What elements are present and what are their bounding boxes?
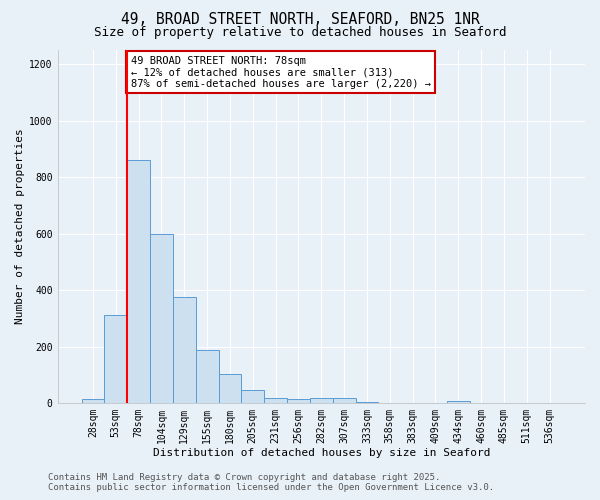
Bar — [241, 390, 264, 403]
Bar — [447, 401, 470, 403]
Bar — [218, 374, 241, 403]
Bar — [264, 398, 287, 403]
Bar — [150, 234, 173, 403]
Text: 49 BROAD STREET NORTH: 78sqm
← 12% of detached houses are smaller (313)
87% of s: 49 BROAD STREET NORTH: 78sqm ← 12% of de… — [131, 56, 431, 89]
Bar — [287, 399, 310, 403]
Bar — [127, 160, 150, 403]
Bar — [310, 398, 332, 403]
X-axis label: Distribution of detached houses by size in Seaford: Distribution of detached houses by size … — [152, 448, 490, 458]
Bar — [104, 315, 127, 403]
Bar — [173, 298, 196, 403]
Text: Contains HM Land Registry data © Crown copyright and database right 2025.
Contai: Contains HM Land Registry data © Crown c… — [48, 473, 494, 492]
Y-axis label: Number of detached properties: Number of detached properties — [15, 128, 25, 324]
Text: 49, BROAD STREET NORTH, SEAFORD, BN25 1NR: 49, BROAD STREET NORTH, SEAFORD, BN25 1N… — [121, 12, 479, 28]
Bar — [82, 399, 104, 403]
Bar — [356, 402, 379, 403]
Text: Size of property relative to detached houses in Seaford: Size of property relative to detached ho… — [94, 26, 506, 39]
Bar — [196, 350, 218, 403]
Bar — [332, 398, 356, 403]
